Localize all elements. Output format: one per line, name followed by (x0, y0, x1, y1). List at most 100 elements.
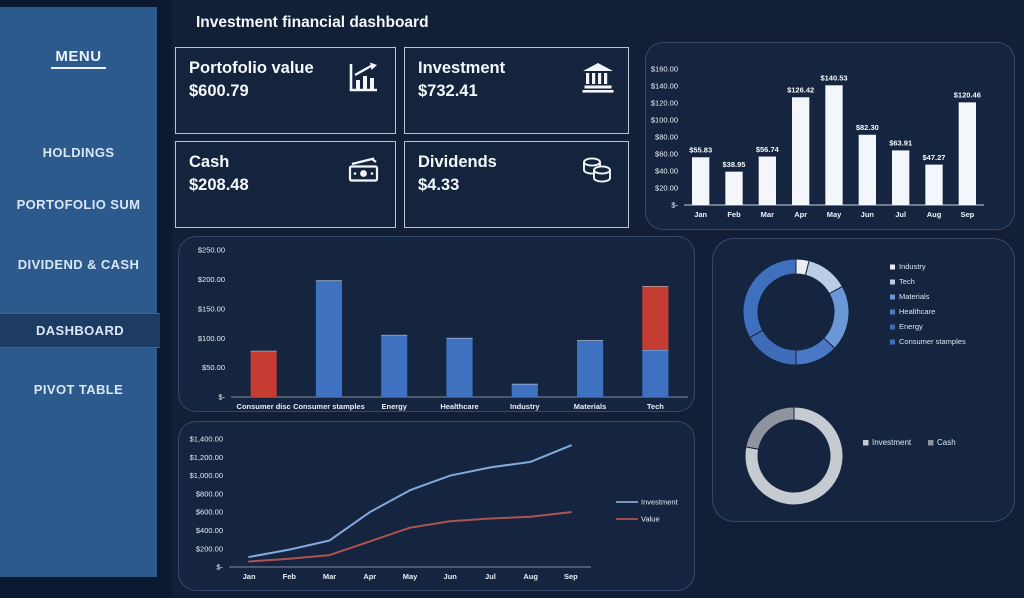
svg-text:$40.00: $40.00 (655, 167, 678, 176)
svg-text:$800.00: $800.00 (196, 489, 223, 498)
svg-text:Healthcare: Healthcare (440, 402, 478, 411)
svg-text:Consumer stamples: Consumer stamples (899, 337, 966, 346)
investment-value-line-chart: $1,400.00 $1,200.00 $1,000.00 $800.00 $600.0… (190, 435, 679, 581)
svg-text:May: May (403, 572, 418, 581)
svg-text:$20.00: $20.00 (655, 184, 678, 193)
sidebar-item-holdings[interactable]: HOLDINGS (42, 145, 115, 160)
svg-text:Materials: Materials (899, 292, 930, 301)
sidebar-item-dashboard[interactable]: DASHBOARD (0, 314, 160, 347)
svg-text:$55.83: $55.83 (689, 146, 712, 155)
svg-text:$1,200.00: $1,200.00 (190, 453, 223, 462)
kpi-label: Investment (418, 59, 506, 77)
banknote-icon (345, 153, 383, 192)
kpi-card-dividends: Dividends $4.33 (404, 141, 629, 228)
svg-text:Apr: Apr (794, 210, 807, 219)
svg-text:Aug: Aug (927, 210, 942, 219)
kpi-value: $600.79 (189, 81, 249, 100)
svg-text:$50.00: $50.00 (202, 363, 225, 372)
svg-text:$100.00: $100.00 (198, 334, 225, 343)
svg-text:$80.00: $80.00 (655, 133, 678, 142)
svg-text:Investment: Investment (641, 498, 679, 507)
investment-cash-donut-chart: Investment Cash (744, 406, 956, 506)
svg-text:$160.00: $160.00 (651, 65, 678, 74)
svg-text:$56.74: $56.74 (756, 145, 780, 154)
svg-text:$200.00: $200.00 (198, 275, 225, 284)
sidebar-item-pivot-table[interactable]: PIVOT TABLE (33, 382, 124, 397)
svg-text:$140.53: $140.53 (820, 74, 847, 83)
svg-text:Jul: Jul (485, 572, 496, 581)
svg-text:Jan: Jan (243, 572, 256, 581)
svg-text:Healthcare: Healthcare (899, 307, 935, 316)
svg-text:Jan: Jan (694, 210, 707, 219)
svg-text:Industry: Industry (899, 262, 926, 271)
donut-charts-panel: Industry Tech Materials Healthcare Energy Con… (712, 238, 1015, 522)
kpi-label: Cash (189, 153, 230, 171)
svg-text:$1,000.00: $1,000.00 (190, 471, 223, 480)
svg-text:$150.00: $150.00 (198, 304, 225, 313)
svg-text:$400.00: $400.00 (196, 526, 223, 535)
svg-text:$-: $- (218, 393, 225, 402)
kpi-card-portfolio-value: Portofolio value $600.79 (175, 47, 396, 134)
svg-text:Feb: Feb (727, 210, 741, 219)
svg-text:Consumer stamples: Consumer stamples (293, 402, 365, 411)
svg-text:Consumer disc: Consumer disc (237, 402, 291, 411)
svg-text:Sep: Sep (960, 210, 974, 219)
kpi-label: Dividends (418, 153, 497, 171)
sidebar-menu-button[interactable]: MENU (0, 48, 157, 69)
svg-text:Feb: Feb (283, 572, 297, 581)
svg-text:$120.46: $120.46 (954, 91, 981, 100)
kpi-card-investment: Investment $732.41 (404, 47, 629, 134)
sector-donut-chart: Industry Tech Materials Healthcare Energy Con… (742, 258, 966, 366)
svg-text:Value: Value (641, 515, 660, 524)
svg-text:$600.00: $600.00 (196, 508, 223, 517)
page-title: Investment financial dashboard (196, 14, 429, 31)
bar-chart-rising-icon (345, 59, 383, 100)
svg-text:Industry: Industry (510, 402, 540, 411)
svg-text:Jun: Jun (861, 210, 875, 219)
svg-text:Investment: Investment (872, 438, 912, 447)
svg-text:$-: $- (216, 563, 223, 572)
monthly-portfolio-bar-chart: $160.00 $140.00 $120.00 $100.00 $80.00 $60.00… (651, 65, 984, 219)
svg-text:Sep: Sep (564, 572, 578, 581)
svg-text:Jul: Jul (895, 210, 906, 219)
svg-text:$38.95: $38.95 (723, 160, 746, 169)
svg-text:$60.00: $60.00 (655, 150, 678, 159)
svg-text:Mar: Mar (761, 210, 774, 219)
svg-text:Tech: Tech (899, 277, 915, 286)
coins-icon (578, 153, 616, 194)
svg-text:Energy: Energy (899, 322, 923, 331)
svg-text:Tech: Tech (647, 402, 664, 411)
svg-text:$1,400.00: $1,400.00 (190, 435, 223, 444)
svg-text:Materials: Materials (574, 402, 607, 411)
sidebar-background (0, 7, 157, 577)
svg-text:$120.00: $120.00 (651, 99, 678, 108)
kpi-card-cash: Cash $208.48 (175, 141, 396, 228)
svg-text:Mar: Mar (323, 572, 336, 581)
svg-text:$63.91: $63.91 (889, 139, 912, 148)
sector-bar-chart: $250.00 $200.00 $150.00 $100.00 $50.00 $- Cons… (198, 246, 688, 411)
svg-text:Apr: Apr (363, 572, 376, 581)
svg-text:May: May (827, 210, 842, 219)
svg-text:$200.00: $200.00 (196, 544, 223, 553)
kpi-value: $208.48 (189, 175, 249, 194)
svg-text:$250.00: $250.00 (198, 246, 225, 255)
svg-text:Energy: Energy (381, 402, 407, 411)
kpi-label: Portofolio value (189, 59, 314, 77)
svg-text:$126.42: $126.42 (787, 86, 814, 95)
svg-text:$100.00: $100.00 (651, 116, 678, 125)
sidebar-item-dividend-cash[interactable]: DIVIDEND & CASH (17, 257, 140, 272)
svg-text:$47.27: $47.27 (923, 153, 946, 162)
svg-text:Cash: Cash (937, 438, 956, 447)
sidebar: MENU HOLDINGS PORTOFOLIO SUM DIVIDEND & … (0, 0, 172, 598)
kpi-value: $732.41 (418, 81, 478, 100)
svg-text:$140.00: $140.00 (651, 82, 678, 91)
svg-text:$82.30: $82.30 (856, 123, 879, 132)
sidebar-item-portofolio-sum[interactable]: PORTOFOLIO SUM (16, 197, 141, 212)
kpi-value: $4.33 (418, 175, 460, 194)
svg-text:Jun: Jun (444, 572, 458, 581)
svg-text:$-: $- (671, 201, 678, 210)
sector-bar-chart-panel: $250.00 $200.00 $150.00 $100.00 $50.00 $- Cons… (178, 236, 695, 412)
menu-label: MENU (51, 48, 106, 69)
monthly-portfolio-bar-chart-panel: $160.00 $140.00 $120.00 $100.00 $80.00 $60.00… (645, 42, 1015, 230)
